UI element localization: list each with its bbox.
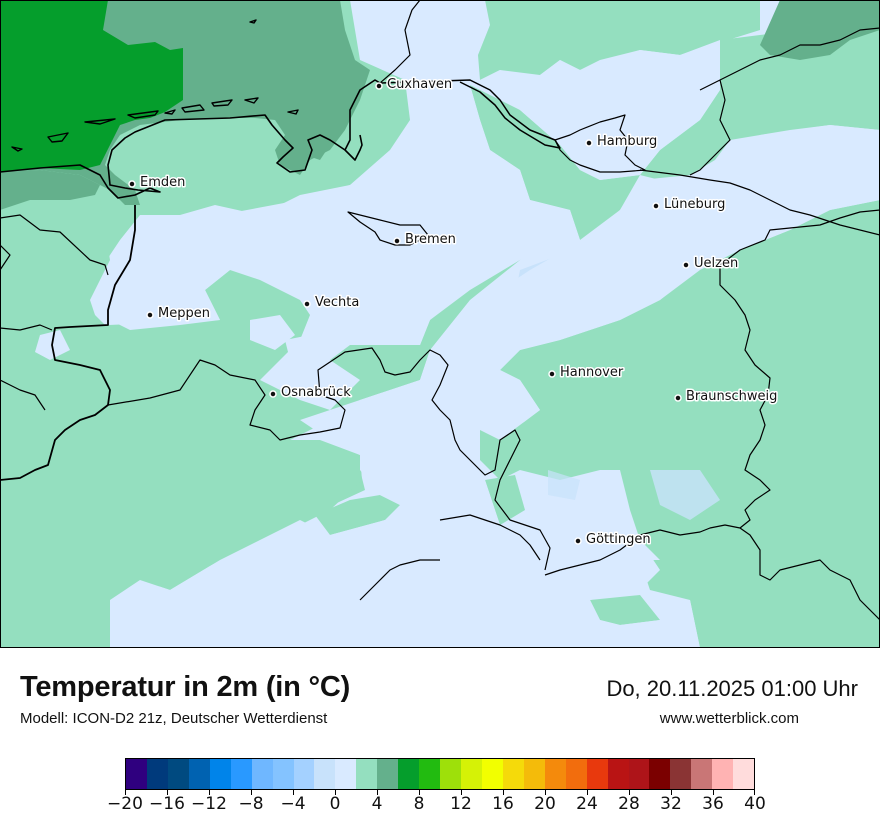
colorbar-segment bbox=[293, 759, 315, 789]
colorbar-tick bbox=[251, 790, 252, 795]
colorbar-tick bbox=[713, 790, 714, 795]
colorbar-segment bbox=[335, 759, 357, 789]
colorbar-segment bbox=[230, 759, 252, 789]
colorbar-tick bbox=[545, 790, 546, 795]
colorbar-segment bbox=[272, 759, 294, 789]
colorbar-segment bbox=[419, 759, 441, 789]
colorbar-tick-label: 32 bbox=[660, 794, 682, 814]
colorbar-tick bbox=[587, 790, 588, 795]
colorbar-tick-label: −20 bbox=[107, 794, 143, 814]
forecast-datetime: Do, 20.11.2025 01:00 Uhr bbox=[606, 676, 858, 701]
colorbar-tick bbox=[419, 790, 420, 795]
city-cuxhaven[interactable]: Cuxhaven bbox=[375, 76, 454, 94]
colorbar-tick-label: −4 bbox=[280, 794, 306, 814]
colorbar-segment bbox=[398, 759, 420, 789]
website-link[interactable]: www.wetterblick.com bbox=[659, 710, 799, 727]
svg-text:Cuxhaven: Cuxhaven bbox=[387, 77, 452, 92]
svg-text:Meppen: Meppen bbox=[158, 306, 210, 321]
colorbar-segment bbox=[461, 759, 482, 789]
svg-text:Hamburg: Hamburg bbox=[597, 134, 657, 149]
colorbar-tick bbox=[125, 790, 126, 795]
colorbar-segment bbox=[440, 759, 461, 789]
colorbar-tick-label: 28 bbox=[618, 794, 640, 814]
weather-map: Cuxhaven Hamburg Emden Lüneburg Bremen U… bbox=[0, 0, 880, 648]
colorbar-segment bbox=[126, 759, 147, 789]
svg-text:Osnabrück: Osnabrück bbox=[281, 385, 351, 400]
colorbar-segment bbox=[481, 759, 503, 789]
colorbar-segment bbox=[544, 759, 566, 789]
colorbar-segment bbox=[607, 759, 629, 789]
colorbar-tick-label: 0 bbox=[329, 794, 341, 814]
chart-title: Temperatur in 2m (in °C) bbox=[20, 671, 351, 703]
colorbar-tick bbox=[293, 790, 294, 795]
colorbar-segment bbox=[670, 759, 692, 789]
borders bbox=[0, 0, 880, 621]
city-osnabrueck[interactable]: Osnabrück bbox=[269, 384, 353, 402]
temperature-6-8-regions bbox=[0, 0, 183, 172]
colorbar-segment bbox=[565, 759, 587, 789]
colorbar-segment bbox=[209, 759, 231, 789]
colorbar-segment bbox=[356, 759, 378, 789]
city-uelzen[interactable]: Uelzen bbox=[682, 255, 740, 273]
city-lueneburg[interactable]: Lüneburg bbox=[652, 196, 727, 214]
colorbar-segment bbox=[251, 759, 273, 789]
svg-text:Uelzen: Uelzen bbox=[694, 256, 738, 271]
colorbar-tick bbox=[754, 790, 755, 795]
colorbar-segment bbox=[523, 759, 545, 789]
svg-text:Göttingen: Göttingen bbox=[586, 532, 651, 547]
city-goettingen[interactable]: Göttingen bbox=[574, 531, 652, 549]
colorbar-tick-label: 8 bbox=[413, 794, 425, 814]
colorbar-segment bbox=[502, 759, 524, 789]
colorbar-segment bbox=[586, 759, 608, 789]
svg-text:Lüneburg: Lüneburg bbox=[664, 197, 725, 212]
colorbar-tick bbox=[671, 790, 672, 795]
svg-text:Bremen: Bremen bbox=[405, 232, 456, 247]
colorbar-tick-label: 20 bbox=[534, 794, 556, 814]
colorbar-tick-label: 12 bbox=[450, 794, 472, 814]
colorbar-tick-label: −8 bbox=[238, 794, 264, 814]
temperature-colorbar bbox=[125, 758, 755, 790]
city-bremen[interactable]: Bremen bbox=[393, 231, 457, 249]
colorbar-tick-label: 4 bbox=[371, 794, 383, 814]
colorbar-segment bbox=[691, 759, 713, 789]
city-hannover[interactable]: Hannover bbox=[548, 364, 625, 382]
city-vechta[interactable]: Vechta bbox=[303, 294, 361, 312]
colorbar-tick bbox=[167, 790, 168, 795]
svg-text:Emden: Emden bbox=[140, 175, 185, 190]
colorbar-tick-label: 36 bbox=[702, 794, 724, 814]
colorbar-segment bbox=[188, 759, 210, 789]
colorbar-segment bbox=[628, 759, 650, 789]
svg-text:Hannover: Hannover bbox=[560, 365, 624, 380]
city-braunschweig[interactable]: Braunschweig bbox=[674, 388, 779, 406]
colorbar-ticks: −20 −16 −12 −8 −4 0 4 8 12 16 20 24 28 32 36 40 bbox=[107, 790, 766, 830]
colorbar-tick bbox=[377, 790, 378, 795]
city-emden[interactable]: Emden bbox=[128, 174, 187, 192]
colorbar-tick-label: −12 bbox=[191, 794, 227, 814]
colorbar-tick-label: 16 bbox=[492, 794, 514, 814]
colorbar-tick-label: 24 bbox=[576, 794, 598, 814]
city-meppen[interactable]: Meppen bbox=[146, 305, 211, 323]
colorbar-segment bbox=[146, 759, 168, 789]
city-markers: Cuxhaven Hamburg Emden Lüneburg Bremen U… bbox=[128, 76, 779, 549]
colorbar-tick-label: 40 bbox=[744, 794, 766, 814]
colorbar-segment bbox=[712, 759, 734, 789]
colorbar-tick bbox=[209, 790, 210, 795]
colorbar-segment bbox=[314, 759, 336, 789]
colorbar-tick-label: −16 bbox=[149, 794, 185, 814]
colorbar-segment bbox=[733, 759, 755, 789]
svg-text:Braunschweig: Braunschweig bbox=[686, 389, 777, 404]
svg-text:Vechta: Vechta bbox=[315, 295, 359, 310]
model-subtitle: Modell: ICON-D2 21z, Deutscher Wetterdie… bbox=[20, 710, 328, 727]
colorbar-segment bbox=[167, 759, 189, 789]
city-hamburg[interactable]: Hamburg bbox=[585, 133, 659, 151]
colorbar-tick bbox=[461, 790, 462, 795]
colorbar-tick bbox=[503, 790, 504, 795]
colorbar-segment bbox=[377, 759, 399, 789]
colorbar-segment bbox=[649, 759, 671, 789]
colorbar-tick bbox=[629, 790, 630, 795]
colorbar-tick bbox=[335, 790, 336, 795]
